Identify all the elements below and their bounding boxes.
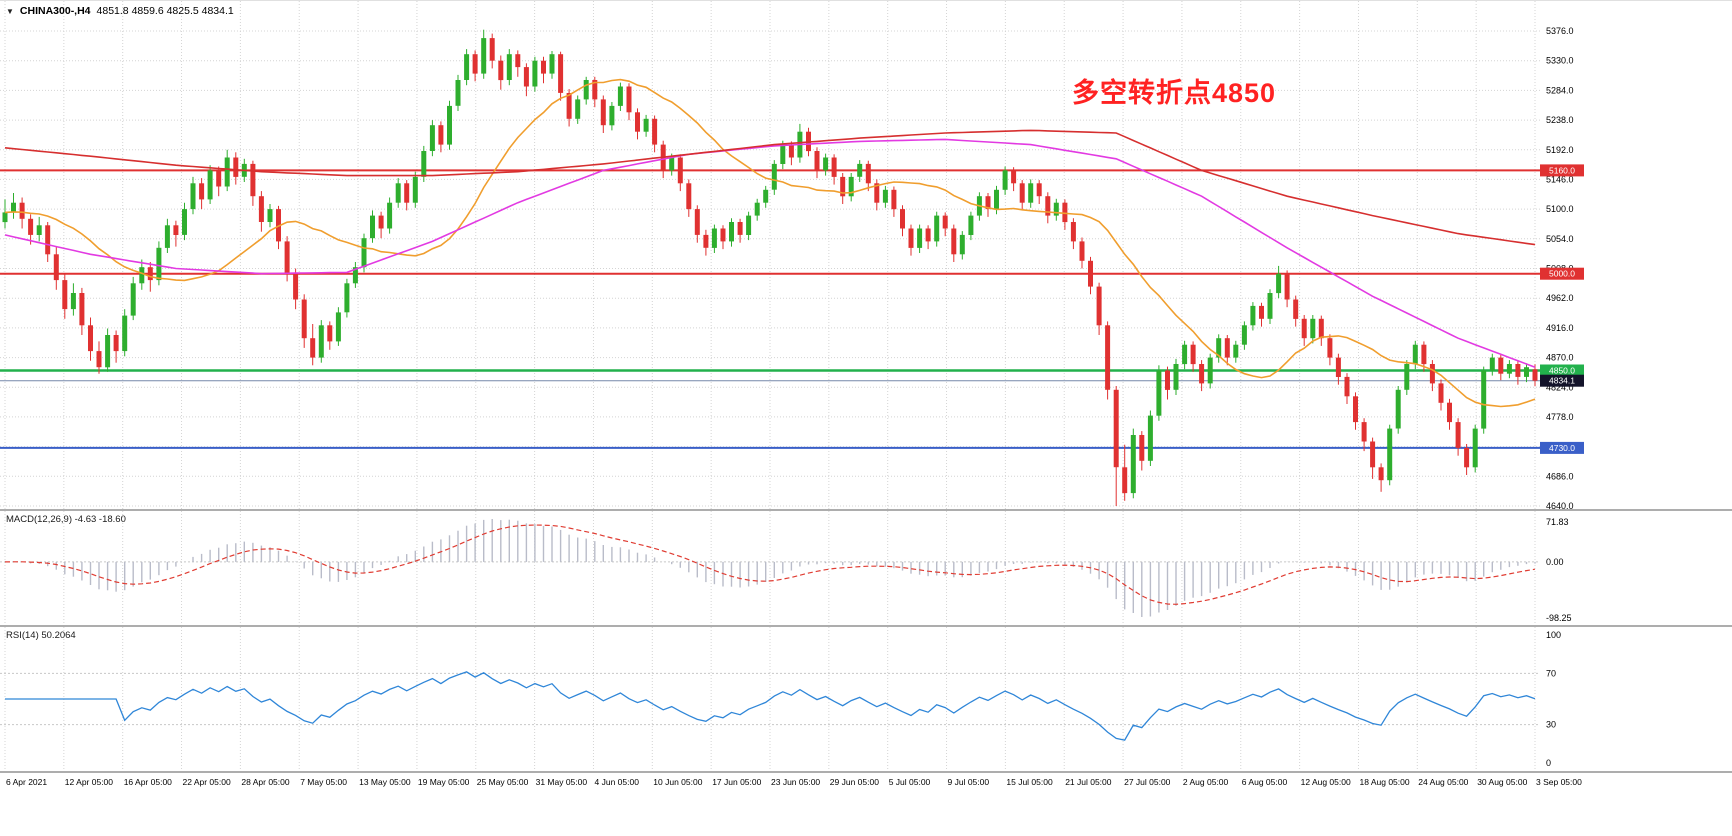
price-tick-label: 4640.0	[1546, 501, 1574, 509]
time-tick-label: 4 Jun 05:00	[595, 777, 640, 787]
time-tick-label: 18 Aug 05:00	[1360, 777, 1410, 787]
time-tick-label: 21 Jul 05:00	[1065, 777, 1112, 787]
rsi-scale-label: 0	[1546, 758, 1551, 768]
time-tick-label: 16 Apr 05:00	[124, 777, 172, 787]
rsi-scale-label: 70	[1546, 668, 1556, 678]
time-tick-label: 24 Aug 05:00	[1418, 777, 1468, 787]
time-tick-label: 12 Apr 05:00	[65, 777, 113, 787]
price-tick-label: 4916.0	[1546, 323, 1574, 333]
macd-scale-max: 71.83	[1546, 517, 1569, 527]
time-tick-label: 12 Aug 05:00	[1301, 777, 1351, 787]
price-tick-label: 5146.0	[1546, 174, 1574, 184]
svg-text:4850.0: 4850.0	[1549, 366, 1575, 376]
price-tick-label: 4824.0	[1546, 382, 1574, 392]
macd-scale-min: -98.25	[1546, 613, 1572, 623]
svg-text:4834.1: 4834.1	[1549, 376, 1575, 386]
mid-ma-line	[4, 138, 1536, 368]
time-tick-label: 27 Jul 05:00	[1124, 777, 1171, 787]
price-tick-label: 4962.0	[1546, 293, 1574, 303]
svg-text:4730.0: 4730.0	[1549, 443, 1575, 453]
time-tick-label: 13 May 05:00	[359, 777, 411, 787]
dropdown-icon[interactable]: ▼	[6, 6, 14, 16]
time-tick-label: 9 Jul 05:00	[948, 777, 990, 787]
price-tick-label: 4686.0	[1546, 471, 1574, 481]
rsi-panel[interactable]: 100 70 30 0	[0, 627, 1732, 771]
price-tick-label: 5192.0	[1546, 145, 1574, 155]
time-tick-label: 3 Sep 05:00	[1536, 777, 1582, 787]
macd-label: MACD(12,26,9) -4.63 -18.60	[6, 514, 126, 525]
price-chart-panel[interactable]: 5376.0 5330.0 5284.0 5238.0 5192.0 5146.0 5100…	[0, 1, 1732, 509]
symbol-timeframe-label: CHINA300-,H4	[19, 5, 91, 17]
price-tick-label: 5284.0	[1546, 85, 1574, 95]
price-marker-box: 5000.0	[1540, 267, 1584, 280]
ohlc-readout: 4851.8 4859.6 4825.5 4834.1	[96, 5, 234, 17]
macd-panel[interactable]: 71.83 0.00 -98.25	[0, 511, 1732, 625]
price-chart-canvas[interactable]: 5376.0 5330.0 5284.0 5238.0 5192.0 5146.0 5100…	[0, 1, 1732, 509]
price-marker-box: 4834.1	[1540, 374, 1584, 387]
price-tick-label: 5376.0	[1546, 26, 1574, 36]
svg-text:5000.0: 5000.0	[1549, 269, 1575, 279]
chart-header: ▼ CHINA300-,H4 4851.8 4859.6 4825.5 4834…	[6, 5, 234, 17]
time-tick-label: 25 May 05:00	[477, 777, 529, 787]
rsi-label: RSI(14) 50.2064	[6, 630, 76, 641]
price-tick-label: 4778.0	[1546, 412, 1574, 422]
price-marker-box: 4850.0	[1540, 364, 1584, 377]
time-tick-label: 6 Apr 2021	[6, 777, 47, 787]
price-marker-box: 4730.0	[1540, 441, 1584, 454]
price-tick-label: 5100.0	[1546, 204, 1574, 214]
rsi-canvas[interactable]: 100 70 30 0	[0, 627, 1732, 771]
time-tick-label: 6 Aug 05:00	[1242, 777, 1288, 787]
time-tick-label: 2 Aug 05:00	[1183, 777, 1229, 787]
macd-canvas[interactable]: 71.83 0.00 -98.25	[0, 511, 1732, 625]
time-tick-label: 17 Jun 05:00	[712, 777, 761, 787]
price-tick-label: 4870.0	[1546, 353, 1574, 363]
time-tick-label: 10 Jun 05:00	[653, 777, 702, 787]
time-tick-label: 5 Jul 05:00	[889, 777, 931, 787]
macd-histogram	[12, 519, 1536, 617]
candles	[2, 29, 1538, 506]
time-tick-label: 7 May 05:00	[300, 777, 347, 787]
time-tick-label: 31 May 05:00	[536, 777, 588, 787]
time-tick-label: 30 Aug 05:00	[1477, 777, 1527, 787]
macd-signal-line	[4, 524, 1536, 605]
fast-ma-line	[4, 78, 1536, 408]
time-tick-label: 23 Jun 05:00	[771, 777, 820, 787]
time-axis-canvas: 6 Apr 2021 12 Apr 05:00 16 Apr 05:00 22 Apr…	[6, 777, 1582, 787]
price-tick-label: 5330.0	[1546, 56, 1574, 66]
time-tick-label: 29 Jun 05:00	[830, 777, 879, 787]
rsi-line	[5, 671, 1536, 741]
time-axis[interactable]: 6 Apr 2021 12 Apr 05:00 16 Apr 05:00 22 Apr…	[0, 773, 1732, 793]
rsi-scale-label: 30	[1546, 720, 1556, 730]
time-tick-label: 22 Apr 05:00	[183, 777, 231, 787]
slow-ma-line	[4, 129, 1536, 246]
price-tick-label: 5238.0	[1546, 115, 1574, 125]
price-marker-box: 5160.0	[1540, 164, 1584, 177]
macd-scale-zero: 0.00	[1546, 557, 1564, 567]
price-tick-label: 5054.0	[1546, 234, 1574, 244]
time-tick-label: 15 Jul 05:00	[1006, 777, 1053, 787]
annotation-text: 多空转折点4850	[1072, 78, 1277, 108]
time-tick-label: 28 Apr 05:00	[241, 777, 289, 787]
time-tick-label: 19 May 05:00	[418, 777, 470, 787]
svg-text:5160.0: 5160.0	[1549, 165, 1575, 175]
rsi-scale-label: 100	[1546, 630, 1561, 640]
